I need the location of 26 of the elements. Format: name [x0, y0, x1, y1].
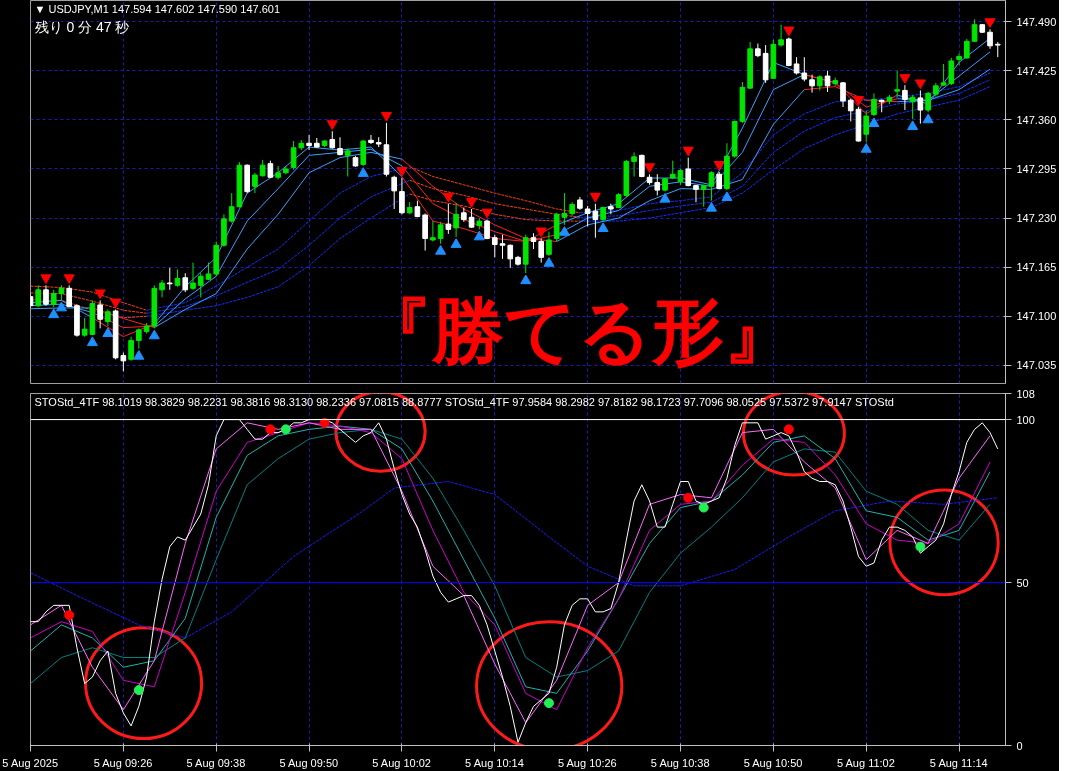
x-tick-label: 5 Aug 11:14 — [929, 756, 988, 769]
x-tick-label: 5 Aug 10:50 — [743, 756, 803, 769]
x-tick-label: 5 Aug 09:50 — [279, 756, 339, 769]
annotation: 『勝てる形』 — [360, 290, 797, 371]
y-tick-label: 147.360 — [1016, 113, 1057, 126]
x-tick-label: 5 Aug 10:38 — [650, 756, 710, 769]
y-tick-label: 147.295 — [1016, 162, 1057, 175]
x-tick-label: 5 Aug 10:14 — [465, 756, 524, 769]
y-tick-label: 0 — [1016, 739, 1023, 752]
y-tick-label: 50 — [1016, 576, 1029, 589]
text: 残り 0 分 47 秒 — [34, 18, 130, 35]
y-tick-label: 147.425 — [1016, 64, 1057, 77]
y-tick-label: 147.165 — [1016, 261, 1057, 274]
x-tick-label: 5 Aug 11:02 — [836, 756, 895, 769]
chart-title: ▼ USDJPY,M1 147.594 147.602 147.590 147.601 — [34, 2, 281, 15]
y-tick-label: 147.035 — [1016, 359, 1057, 372]
y-tick-label: 147.490 — [1016, 15, 1057, 28]
y-tick-label: 147.230 — [1016, 212, 1057, 225]
y-tick-label: 100 — [1016, 413, 1035, 426]
x-tick-label: 5 Aug 09:26 — [93, 756, 153, 769]
x-tick-label: 5 Aug 2025 — [2, 756, 59, 769]
y-tick-label: 147.100 — [1016, 310, 1057, 323]
x-tick-label: 5 Aug 10:26 — [557, 756, 617, 769]
y-tick-label: 108 — [1016, 387, 1035, 400]
x-tick-label: 5 Aug 10:02 — [372, 756, 431, 769]
x-tick-label: 5 Aug 09:38 — [186, 756, 246, 769]
